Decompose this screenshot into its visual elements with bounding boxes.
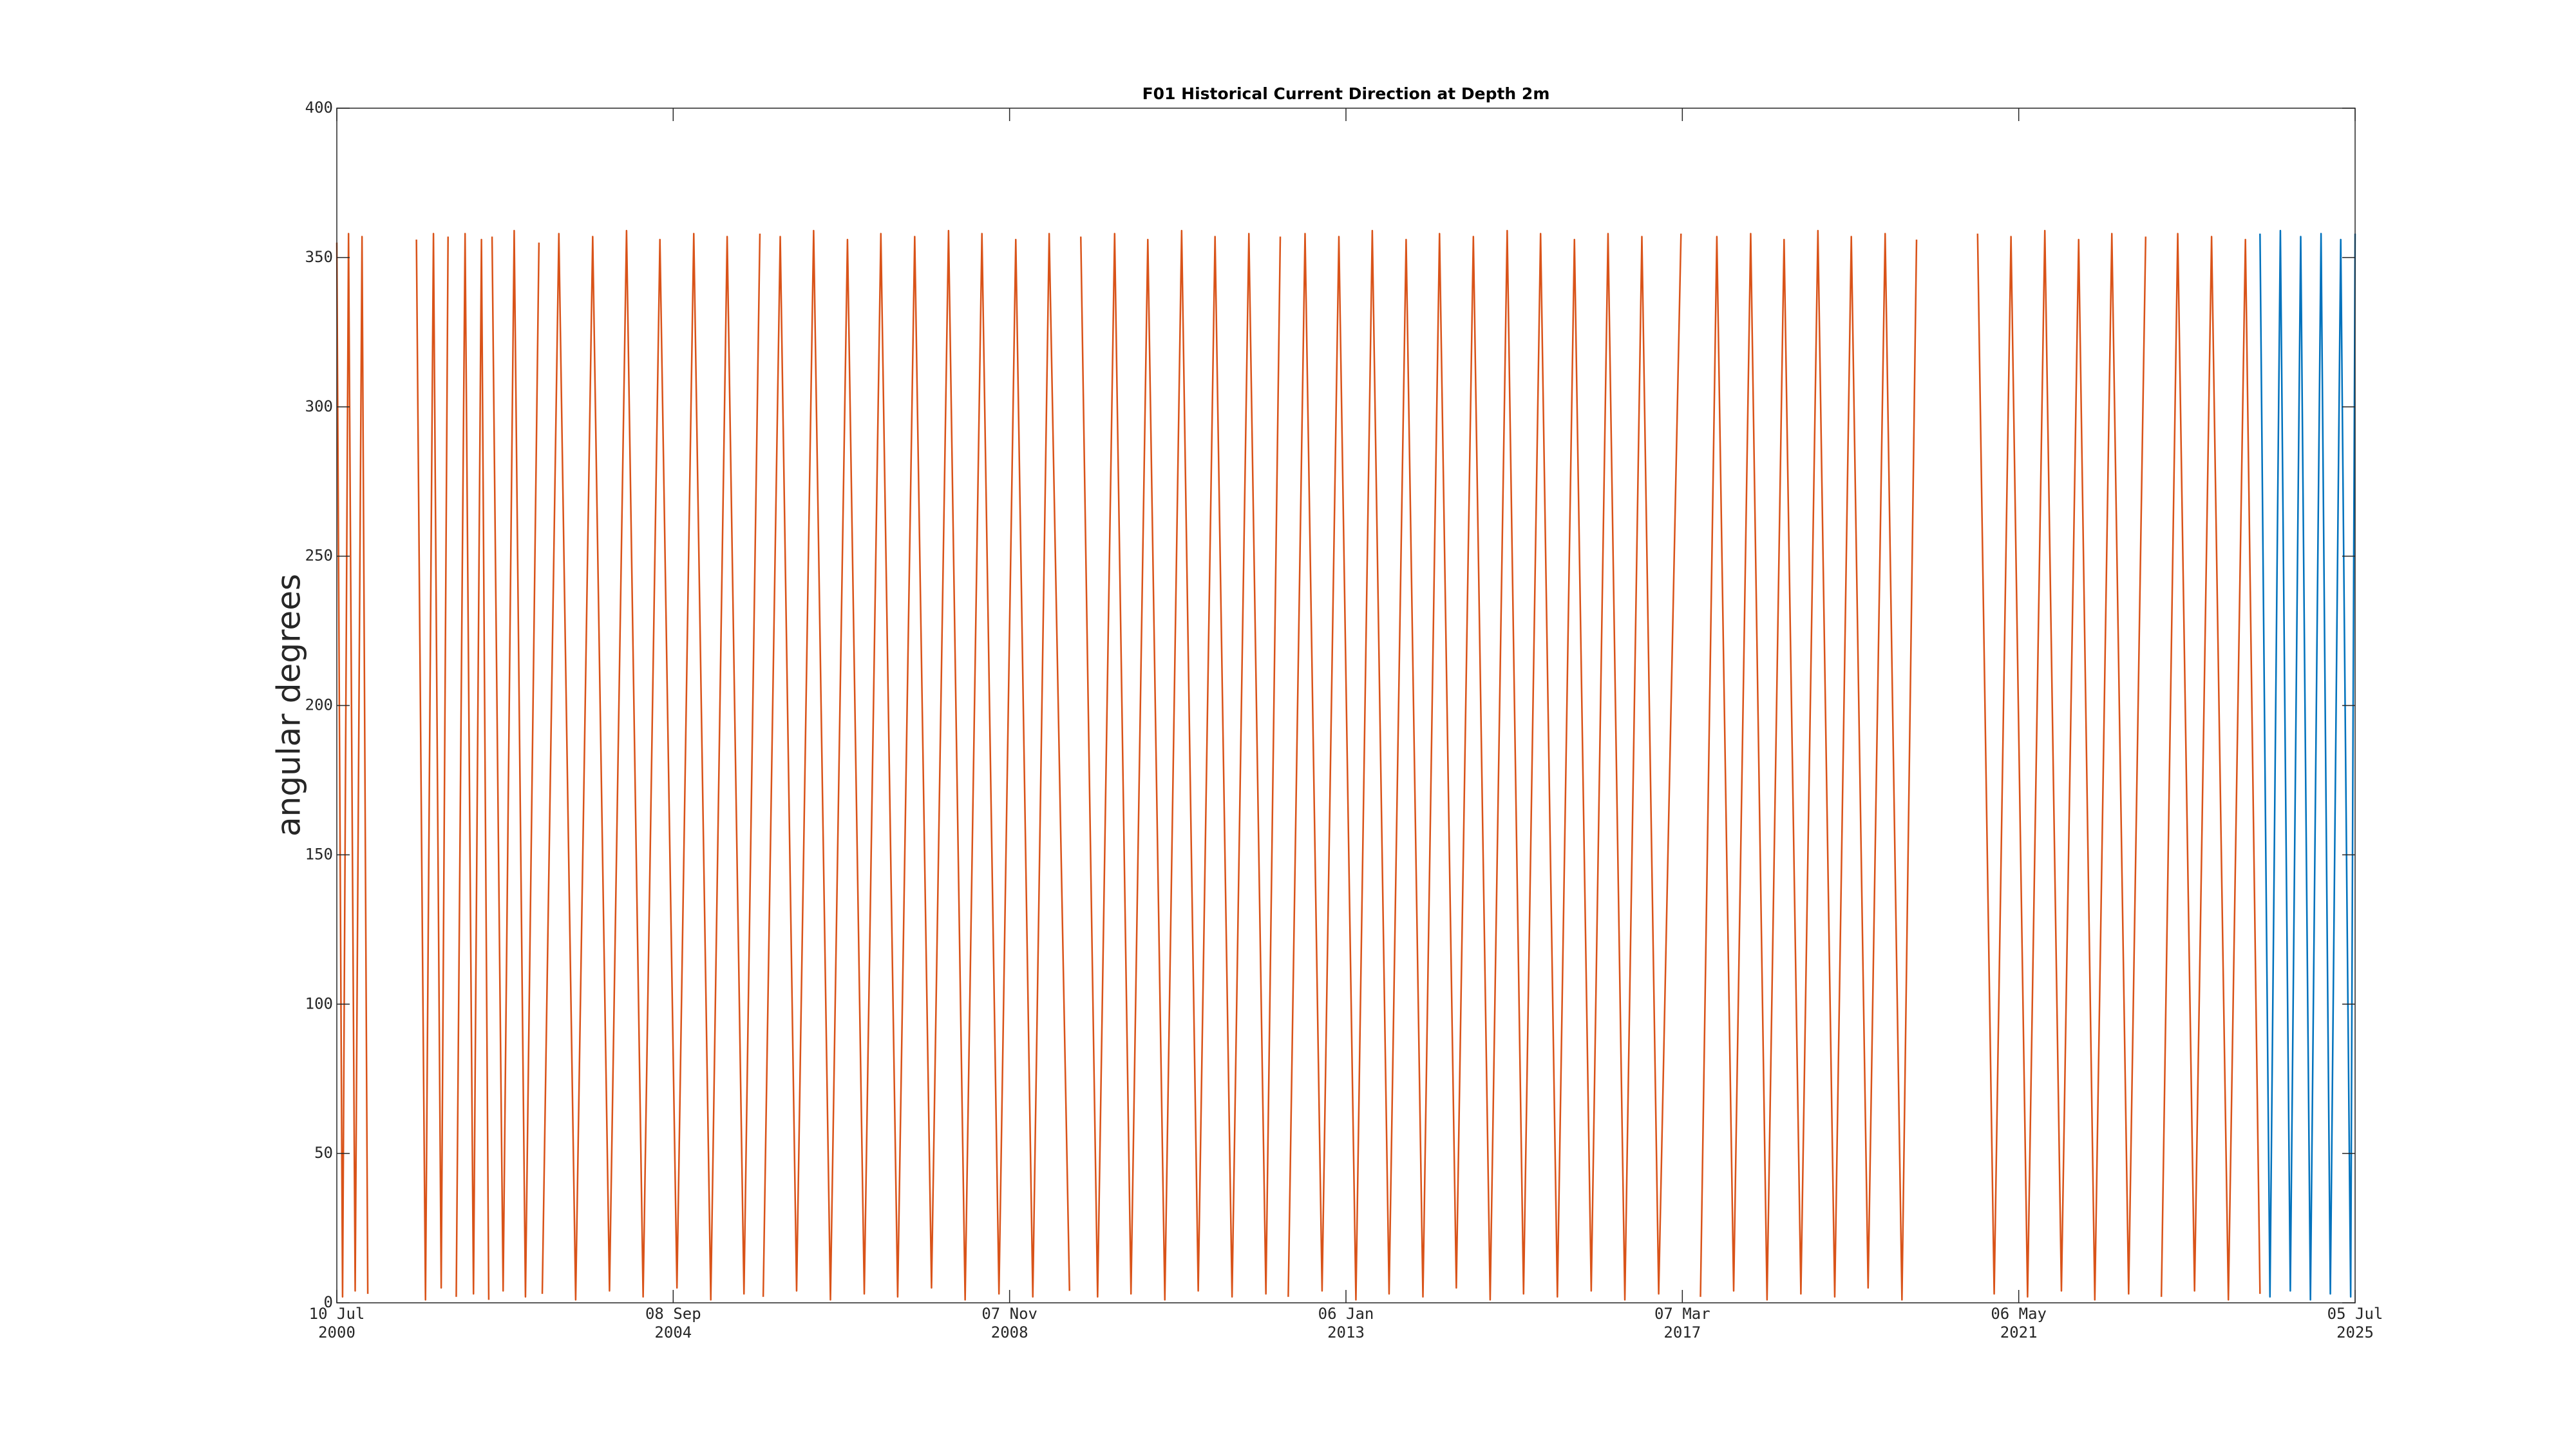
x-tick-label: 05 Jul <box>2327 1305 2383 1323</box>
x-tick-label: 2025 <box>2336 1323 2374 1341</box>
x-tick-label: 06 May <box>1991 1305 2047 1323</box>
x-tick-label: 06 Jan <box>1318 1305 1374 1323</box>
y-tick-label: 350 <box>305 248 333 266</box>
x-tick-label: 07 Nov <box>981 1305 1037 1323</box>
data-line <box>2259 229 2356 1301</box>
y-tick-label: 250 <box>305 547 333 565</box>
x-tick-label: 2017 <box>1663 1323 1701 1341</box>
data-line <box>336 229 2261 1301</box>
y-tick-label: 100 <box>305 994 333 1012</box>
x-tick-label: 2000 <box>318 1323 355 1341</box>
y-tick-label: 150 <box>305 845 333 863</box>
y-tick-label: 50 <box>314 1144 333 1162</box>
x-tick-label: 2008 <box>991 1323 1028 1341</box>
x-tick-label: 10 Jul <box>309 1305 365 1323</box>
x-tick-label: 2021 <box>2000 1323 2038 1341</box>
y-tick-label: 400 <box>305 99 333 117</box>
y-axis-label: angular degrees <box>270 574 308 837</box>
y-tick-label: 0 <box>324 1293 333 1311</box>
y-tick-label: 200 <box>305 696 333 714</box>
x-tick-label: 2013 <box>1327 1323 1365 1341</box>
chart-title: F01 Historical Current Direction at Dept… <box>1142 84 1550 103</box>
x-tick-label: 08 Sep <box>645 1305 701 1323</box>
y-tick-label: 300 <box>305 397 333 415</box>
x-tick-label: 07 Mar <box>1654 1305 1710 1323</box>
x-tick-label: 2004 <box>654 1323 692 1341</box>
